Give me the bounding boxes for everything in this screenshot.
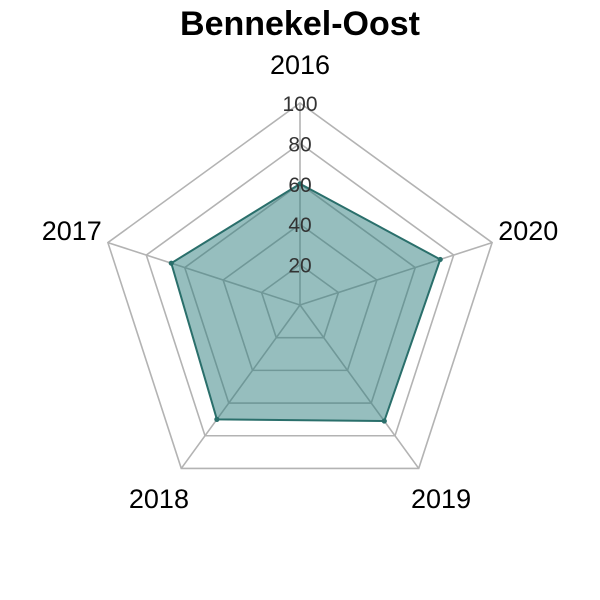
axis-label-2016: 2016: [270, 50, 330, 80]
data-point-2020: [437, 256, 443, 263]
tick-label-60: 60: [288, 174, 311, 197]
data-point-2018: [214, 416, 220, 422]
tick-label-40: 40: [288, 214, 311, 237]
tick-label-layer: 20 40 60 80 100: [282, 93, 317, 278]
tick-label-20: 20: [288, 255, 311, 278]
data-point-2019: [381, 418, 387, 424]
axis-label-2019: 2019: [411, 484, 471, 514]
tick-label-100: 100: [282, 93, 317, 116]
grid-ring-80: [145, 142, 455, 437]
data-point-2016: [297, 181, 303, 187]
axis-label-layer: 2016 2017 2018 2019 2020: [42, 50, 559, 514]
chart-title: Bennekel-Oost: [180, 5, 420, 43]
axis-label-2018: 2018: [129, 484, 189, 514]
axis-label-2017: 2017: [42, 216, 102, 246]
data-layer: [168, 181, 443, 424]
axis-label-2020: 2020: [498, 216, 558, 246]
grid-ring-100: [106, 102, 494, 470]
data-area: [170, 182, 442, 423]
tick-label-80: 80: [288, 133, 311, 156]
data-point-2017: [168, 260, 174, 266]
